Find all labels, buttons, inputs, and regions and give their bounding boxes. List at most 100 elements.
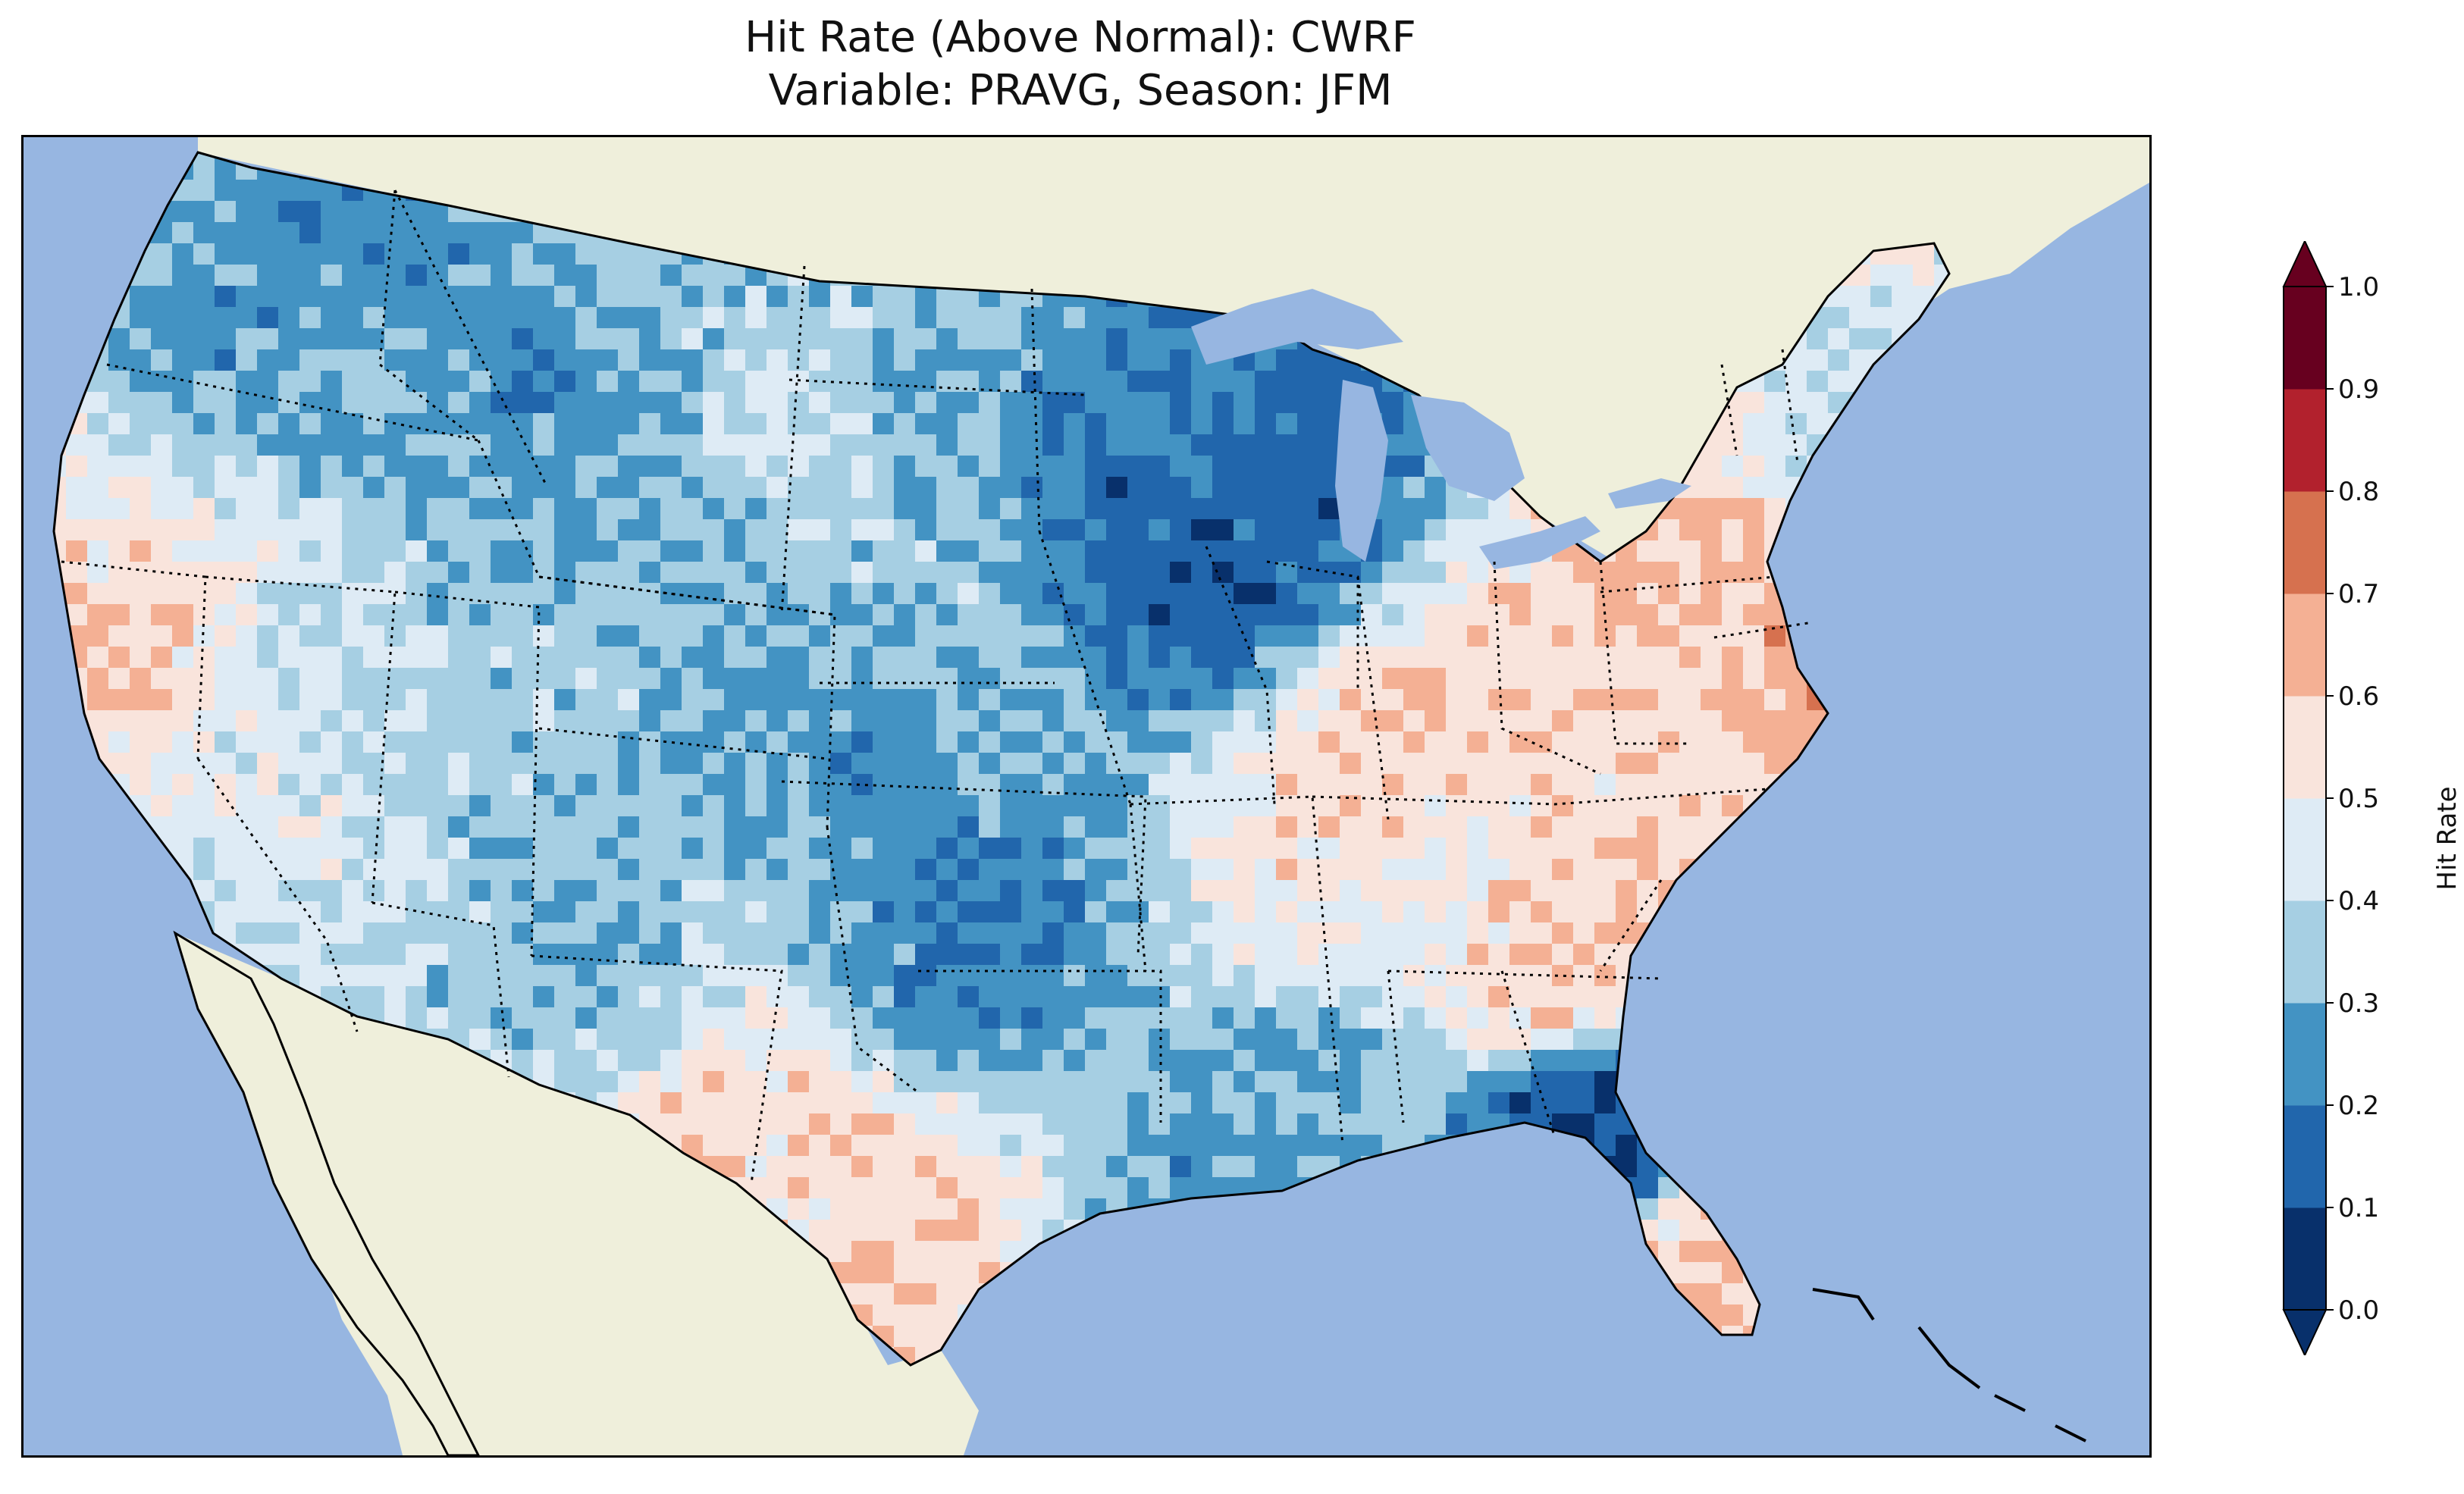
grid-cell [1191,1156,1213,1178]
grid-cell [1361,901,1383,923]
grid-cell [215,498,237,520]
grid-cell [406,753,428,775]
grid-cell [384,328,406,350]
grid-cell [1552,816,1574,838]
grid-cell [1361,965,1383,987]
grid-cell [87,647,109,669]
grid-cell [1276,371,1298,393]
grid-cell [894,689,916,711]
grid-cell [1509,838,1531,860]
grid-cell [278,519,300,541]
grid-cell [915,562,937,584]
grid-cell [1509,922,1531,944]
grid-cell [1170,371,1192,393]
grid-cell [1064,371,1086,393]
grid-cell [554,519,576,541]
grid-cell [512,498,534,520]
grid-cell [406,986,428,1008]
grid-cell [660,986,682,1008]
grid-cell [321,286,343,308]
grid-cell [1191,689,1213,711]
grid-cell [1531,689,1553,711]
grid-cell [1701,604,1723,626]
grid-cell [1785,413,1807,435]
grid-cell [321,795,343,817]
grid-cell [342,880,364,902]
grid-cell [1318,838,1340,860]
grid-cell [1212,1135,1234,1157]
grid-cell [236,689,258,711]
grid-cell [724,1050,746,1072]
grid-cell [448,795,470,817]
grid-cell [363,689,385,711]
grid-cell [491,689,513,711]
grid-cell [830,816,852,838]
grid-cell [533,965,555,987]
grid-cell [172,243,194,265]
grid-cell [830,583,852,605]
grid-cell [1637,774,1659,796]
grid-cell [809,1029,831,1051]
grid-cell [788,731,810,753]
grid-cell [512,371,534,393]
grid-cell [1531,880,1553,902]
grid-cell [87,434,109,456]
grid-cell [936,456,958,478]
grid-cell [809,1071,831,1093]
grid-cell [363,710,385,732]
grid-cell [1064,1029,1086,1051]
grid-cell [491,880,513,902]
grid-cell [554,286,576,308]
grid-cell [809,519,831,541]
grid-cell [342,349,364,371]
grid-cell [1191,477,1213,499]
grid-cell [1000,668,1022,690]
grid-cell [1000,328,1022,350]
grid-cell [724,604,746,626]
grid-cell [1021,328,1043,350]
grid-cell [830,349,852,371]
grid-cell [469,1007,491,1029]
grid-cell [1042,859,1064,881]
grid-cell [108,625,130,647]
grid-cell [87,689,109,711]
grid-cell [554,243,576,265]
grid-cell [1064,922,1086,944]
grid-cell [1042,540,1064,562]
grid-cell [1149,456,1171,478]
grid-cell [1127,307,1149,329]
grid-cell [639,859,661,881]
grid-cell [894,434,916,456]
grid-cell [1531,986,1553,1008]
grid-cell [1616,647,1638,669]
grid-cell [469,540,491,562]
grid-cell [321,753,343,775]
grid-cell [299,540,321,562]
grid-cell [1701,668,1723,690]
grid-cell [1722,710,1744,732]
grid-cell [1000,901,1022,923]
grid-cell [1573,816,1595,838]
grid-cell [1234,689,1256,711]
grid-cell [575,795,597,817]
grid-cell [554,753,576,775]
grid-cell [873,944,895,966]
grid-cell [1127,413,1149,435]
grid-cell [639,434,661,456]
grid-cell [1488,1050,1510,1072]
grid-cell [1212,965,1234,987]
grid-cell [1255,1156,1277,1178]
grid-cell [1446,604,1468,626]
grid-cell [554,328,576,350]
grid-cell [1679,774,1701,796]
grid-cell [278,201,300,223]
grid-cell [512,519,534,541]
grid-cell [660,901,682,923]
grid-cell [406,689,428,711]
grid-cell [342,922,364,944]
grid-cell [851,795,873,817]
grid-cell [1064,647,1086,669]
grid-cell [979,583,1001,605]
grid-cell [1467,986,1489,1008]
grid-cell [915,731,937,753]
